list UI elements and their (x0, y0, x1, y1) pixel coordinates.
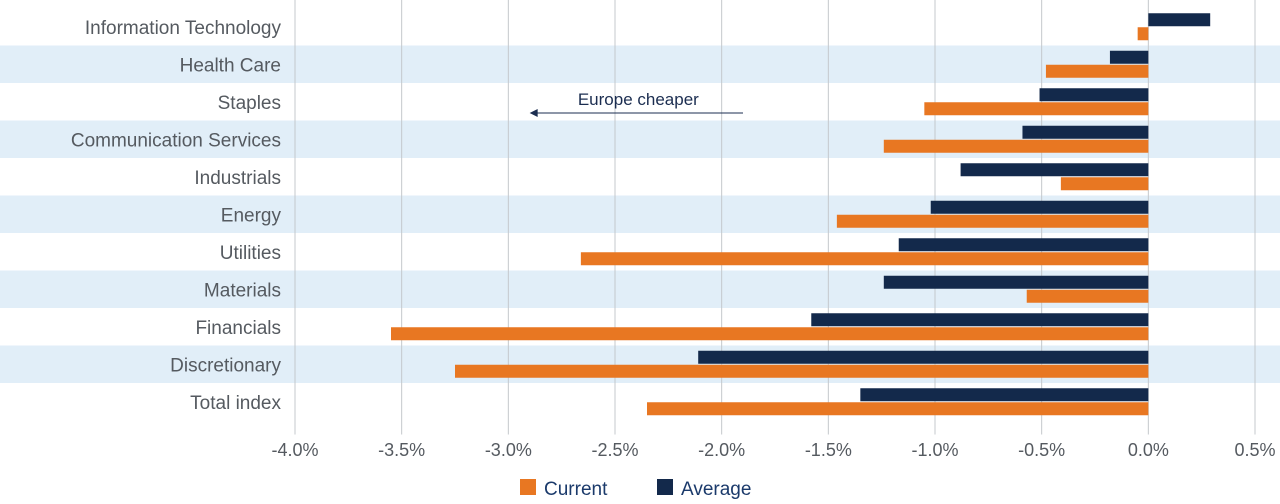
category-label-industrials: Industrials (194, 168, 281, 189)
bar-average-communication-services (1022, 125, 1149, 139)
bar-current-industrials (1060, 177, 1149, 191)
bar-current-total-index (647, 402, 1149, 416)
bar-current-staples (924, 102, 1149, 116)
category-label-information-technology: Information Technology (85, 18, 282, 39)
x-tick-label: -1.5% (805, 440, 852, 460)
category-label-total-index: Total index (190, 393, 281, 414)
legend-label-current: Current (544, 479, 608, 500)
bar-average-staples (1039, 88, 1149, 102)
category-label-materials: Materials (204, 280, 281, 301)
category-label-health-care: Health Care (180, 55, 281, 76)
x-tick-label: -3.5% (378, 440, 425, 460)
bar-average-financials (811, 313, 1149, 327)
annotation-text: Europe cheaper (578, 90, 699, 109)
category-label-energy: Energy (221, 205, 282, 226)
bar-current-utilities (580, 252, 1149, 266)
x-tick-labels: -4.0% -3.5% -3.0% -2.5% -2.0% -1.5% -1.0% -0.5%… (271, 440, 1275, 460)
bar-average-energy (930, 200, 1149, 214)
x-tick-label: -1.0% (911, 440, 958, 460)
bar-current-communication-services (883, 139, 1149, 153)
bar-current-materials (1026, 289, 1149, 303)
legend-label-average: Average (681, 479, 751, 500)
x-tick-label: -0.5% (1018, 440, 1065, 460)
x-tick-label: 0.5% (1234, 440, 1275, 460)
category-labels: Information Technology Health Care Staples… (71, 18, 282, 414)
bar-current-energy (836, 214, 1149, 228)
category-label-staples: Staples (218, 93, 281, 114)
bar-current-health-care (1045, 64, 1149, 78)
x-tick-label: -2.0% (698, 440, 745, 460)
bar-current-financials (391, 327, 1149, 341)
bar-average-total-index (860, 388, 1149, 402)
legend-swatch-average (657, 479, 673, 495)
bar-average-health-care (1109, 50, 1149, 64)
x-tick-label: -4.0% (271, 440, 318, 460)
bar-current-discretionary (455, 364, 1149, 378)
bars (391, 13, 1211, 416)
x-tick-label: -2.5% (591, 440, 638, 460)
category-label-utilities: Utilities (220, 243, 281, 264)
legend: Current Average (520, 479, 751, 500)
category-label-financials: Financials (195, 318, 281, 339)
x-tick-label: 0.0% (1128, 440, 1169, 460)
category-label-communication-services: Communication Services (71, 130, 281, 151)
bar-average-discretionary (698, 350, 1149, 364)
legend-swatch-current (520, 479, 536, 495)
x-tick-label: -3.0% (485, 440, 532, 460)
bar-average-information-technology (1148, 13, 1211, 27)
bar-average-materials (883, 275, 1149, 289)
annotation-arrow-head (529, 109, 538, 117)
bar-average-utilities (898, 238, 1149, 252)
category-label-discretionary: Discretionary (170, 355, 281, 376)
bar-average-industrials (960, 163, 1149, 177)
bar-current-information-technology (1137, 27, 1149, 41)
annotation: Europe cheaper (529, 90, 743, 117)
